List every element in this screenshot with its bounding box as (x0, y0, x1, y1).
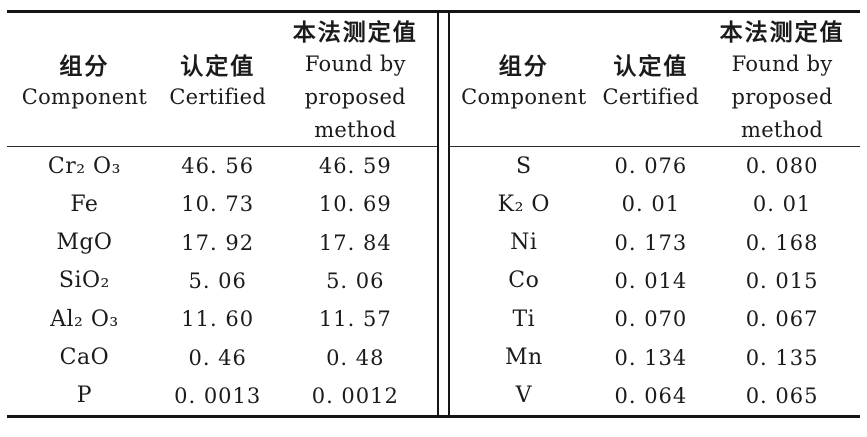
certified-value: 0. 173 (614, 230, 688, 255)
col-header-component-en: Component (461, 85, 587, 110)
component-cell: Al₂ O₃ (50, 306, 119, 332)
component-cell: Ti (512, 306, 536, 332)
certified-value: 0. 46 (188, 345, 247, 370)
found-value: 0. 080 (745, 154, 819, 179)
component-cell: Cr₂ O₃ (47, 153, 121, 179)
component-cell: MgO (56, 230, 113, 256)
component-cell: SiO₂ (58, 268, 110, 294)
component-cell: Fe (70, 191, 99, 217)
certified-value: 0. 014 (614, 268, 688, 293)
col-header-found-en-1: Found by (731, 52, 833, 76)
col-header-found-zh: 本法测定值 (292, 20, 418, 46)
certified-value: 17. 92 (181, 230, 255, 255)
col-header-found-zh: 本法测定值 (719, 20, 845, 46)
table-right-panel: 本法测定值 组分 认定值 Found by Component Certifie… (450, 13, 860, 415)
certified-value: 5. 06 (188, 268, 247, 293)
found-value: 0. 067 (745, 307, 819, 332)
found-value: 0. 48 (326, 345, 385, 370)
component-cell: K₂ O (497, 191, 550, 217)
analysis-results-table: 本法测定值 组分 认定值 Found by Component Certifie… (7, 10, 860, 418)
found-value: 0. 01 (752, 192, 812, 217)
component-cell: V (515, 383, 532, 409)
table-body-left: Cr₂ O₃ 46. 56 46. 59 Fe 10. 73 10. 69 Mg… (7, 147, 437, 415)
col-header-found-en-3: method (740, 117, 824, 142)
col-header-certified-en: Certified (602, 85, 700, 110)
found-value: 10. 69 (318, 192, 392, 217)
certified-value: 0. 064 (614, 383, 688, 408)
found-value: 0. 065 (745, 383, 819, 408)
found-value: 11. 57 (318, 307, 392, 332)
table-body-right: S 0. 076 0. 080 K₂ O 0. 01 0. 01 Ni 0. 1… (450, 147, 860, 415)
found-value: 5. 06 (326, 268, 385, 293)
certified-value: 10. 73 (181, 192, 255, 217)
found-value: 17. 84 (318, 230, 392, 255)
certified-value: 11. 60 (181, 307, 255, 332)
found-value: 0. 168 (745, 230, 819, 255)
certified-value: 0. 134 (614, 345, 688, 370)
table-left-panel: 本法测定值 组分 认定值 Found by Component Certifie… (7, 13, 437, 415)
certified-value: 0. 01 (621, 192, 681, 217)
component-cell: Co (508, 268, 540, 294)
certified-value: 46. 56 (181, 154, 255, 179)
col-header-component-zh: 组分 (59, 54, 110, 80)
col-header-found-en-3: method (314, 117, 397, 142)
table-header-right: 本法测定值 组分 认定值 Found by Component Certifie… (450, 13, 860, 147)
col-header-certified-zh: 认定值 (180, 54, 256, 80)
found-value: 0. 015 (745, 268, 819, 293)
col-header-certified-en: Certified (169, 85, 267, 110)
certified-value: 0. 070 (614, 307, 688, 332)
col-header-found-en-2: proposed (304, 85, 406, 110)
found-value: 0. 135 (745, 345, 819, 370)
col-header-found-en-2: proposed (731, 85, 833, 110)
component-cell: S (516, 153, 532, 179)
col-header-found-en-1: Found by (304, 52, 406, 76)
certified-value: 0. 076 (614, 154, 688, 179)
double-rule-divider (437, 13, 450, 415)
col-header-component-en: Component (21, 85, 148, 110)
component-cell: Mn (504, 345, 543, 371)
component-cell: CaO (59, 345, 110, 371)
component-cell: P (76, 383, 93, 409)
found-value: 46. 59 (318, 154, 392, 179)
found-value: 0. 0012 (311, 383, 399, 408)
certified-value: 0. 0013 (174, 383, 262, 408)
component-cell: Ni (510, 230, 538, 256)
col-header-certified-zh: 认定值 (613, 54, 689, 80)
col-header-component-zh: 组分 (498, 54, 549, 80)
table-header-left: 本法测定值 组分 认定值 Found by Component Certifie… (7, 13, 437, 147)
